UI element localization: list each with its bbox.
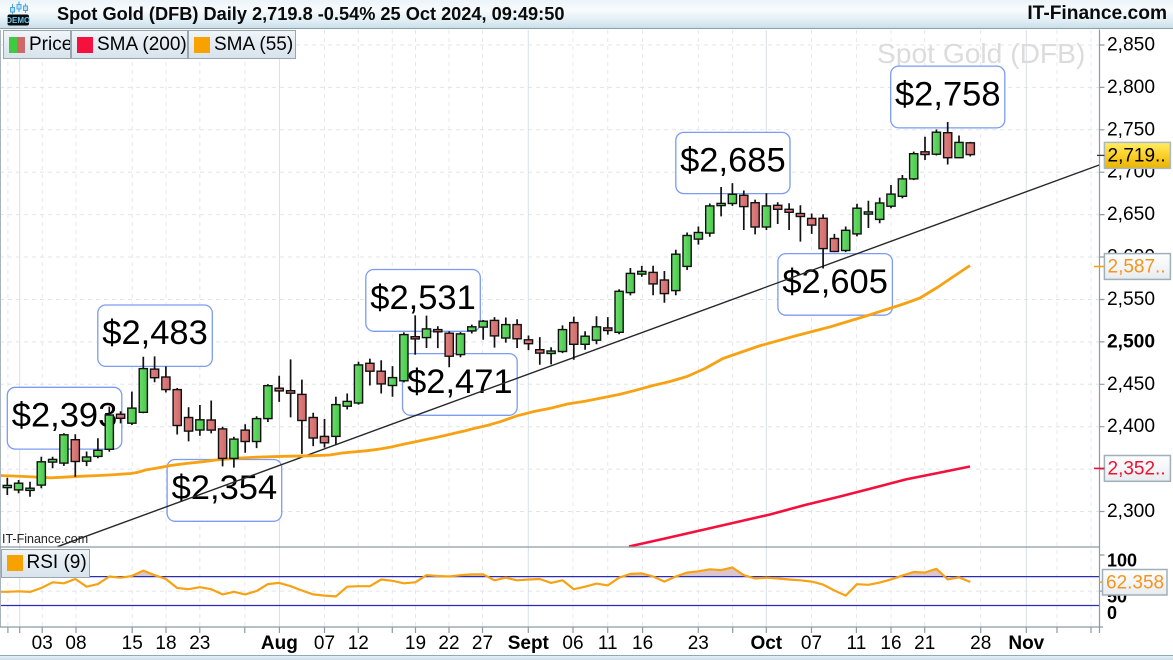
svg-text:19: 19	[405, 633, 426, 654]
svg-text:27: 27	[472, 633, 493, 654]
svg-text:DEMO: DEMO	[7, 16, 30, 25]
svg-text:03: 03	[32, 633, 53, 654]
svg-text:2,550: 2,550	[1107, 289, 1155, 310]
svg-text:2,587..: 2,587..	[1108, 257, 1166, 278]
svg-text:2,300: 2,300	[1107, 501, 1155, 522]
svg-text:23: 23	[688, 633, 709, 654]
svg-text:07: 07	[314, 633, 335, 654]
svg-text:$2,354: $2,354	[172, 469, 278, 507]
svg-text:11: 11	[598, 633, 618, 654]
svg-text:Spot Gold (DFB): Spot Gold (DFB)	[877, 37, 1085, 69]
svg-text:IT-Finance.com: IT-Finance.com	[2, 532, 88, 546]
svg-text:15: 15	[122, 633, 143, 654]
svg-text:$2,393: $2,393	[12, 397, 118, 435]
svg-text:$2,685: $2,685	[680, 142, 786, 180]
svg-text:08: 08	[65, 633, 86, 654]
svg-text:2,400: 2,400	[1107, 416, 1155, 437]
svg-text:$2,531: $2,531	[370, 279, 476, 317]
svg-text:0: 0	[1107, 603, 1117, 623]
svg-text:2,650: 2,650	[1107, 204, 1155, 225]
svg-text:$2,758: $2,758	[895, 76, 1001, 114]
svg-text:100: 100	[1107, 551, 1137, 571]
svg-text:2,719..: 2,719..	[1108, 146, 1166, 167]
svg-text:2,450: 2,450	[1107, 374, 1155, 395]
svg-text:28: 28	[970, 633, 991, 654]
svg-text:18: 18	[155, 633, 176, 654]
svg-text:2,800: 2,800	[1107, 77, 1155, 98]
svg-text:$2,471: $2,471	[407, 363, 513, 401]
svg-text:12: 12	[348, 633, 369, 654]
svg-text:16: 16	[632, 633, 653, 654]
svg-text:Nov: Nov	[1008, 633, 1044, 654]
svg-text:2,500: 2,500	[1107, 331, 1155, 352]
svg-text:16: 16	[880, 633, 901, 654]
svg-text:Oct: Oct	[750, 633, 782, 654]
svg-text:06: 06	[562, 633, 583, 654]
svg-text:2,352..: 2,352..	[1108, 458, 1166, 479]
svg-text:2,850: 2,850	[1107, 35, 1155, 56]
svg-text:2,750: 2,750	[1107, 119, 1155, 140]
svg-text:Aug: Aug	[261, 633, 298, 654]
svg-text:$2,605: $2,605	[782, 263, 888, 301]
svg-text:Sept: Sept	[508, 633, 550, 654]
svg-text:$2,483: $2,483	[102, 314, 208, 352]
svg-text:22: 22	[438, 633, 459, 654]
svg-text:11: 11	[847, 633, 867, 654]
svg-text:23: 23	[189, 633, 210, 654]
svg-text:62.358: 62.358	[1106, 572, 1164, 593]
svg-text:07: 07	[801, 633, 822, 654]
svg-text:21: 21	[914, 633, 935, 654]
